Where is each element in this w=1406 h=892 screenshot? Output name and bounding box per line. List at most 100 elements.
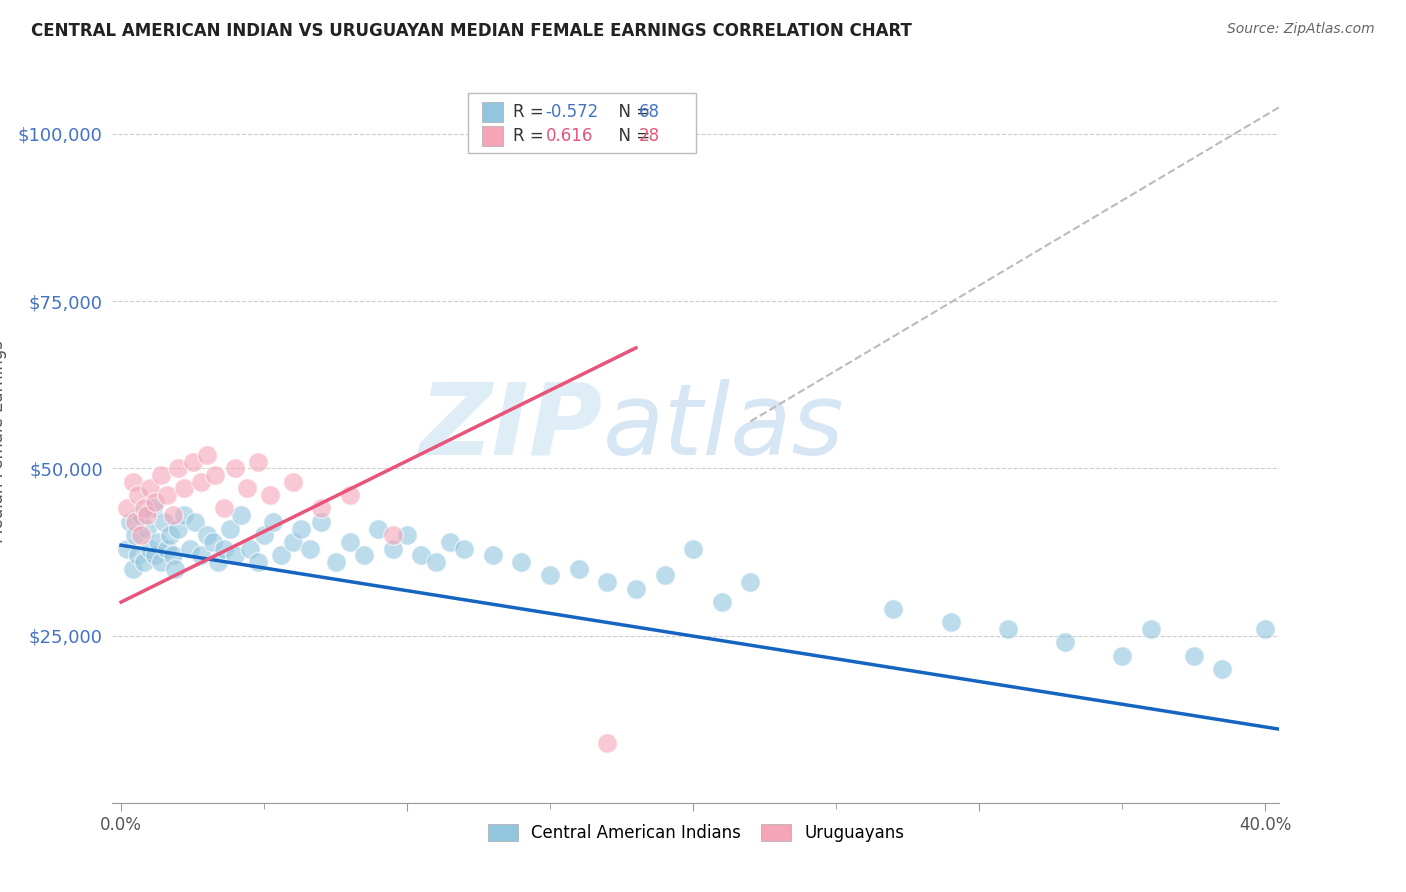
Point: [224, 548, 246, 563]
Point: [173, 508, 195, 523]
Point: [124, 528, 146, 542]
Text: N =: N =: [609, 127, 655, 145]
Point: [353, 548, 375, 563]
Point: [124, 515, 146, 529]
Point: [482, 548, 505, 563]
Point: [425, 555, 447, 569]
Text: 68: 68: [638, 103, 659, 121]
Point: [270, 548, 292, 563]
Point: [184, 515, 207, 529]
Point: [181, 454, 204, 469]
Point: [568, 562, 591, 576]
Point: [682, 541, 704, 556]
Point: [190, 475, 212, 489]
Point: [201, 534, 224, 549]
Point: [150, 467, 173, 482]
Legend: Central American Indians, Uruguayans: Central American Indians, Uruguayans: [481, 817, 911, 848]
Point: [165, 562, 187, 576]
Bar: [482, 102, 503, 122]
Text: CENTRAL AMERICAN INDIAN VS URUGUAYAN MEDIAN FEMALE EARNINGS CORRELATION CHART: CENTRAL AMERICAN INDIAN VS URUGUAYAN MED…: [31, 22, 912, 40]
Point: [1053, 635, 1076, 649]
Point: [396, 528, 419, 542]
Point: [195, 528, 218, 542]
Point: [596, 735, 619, 749]
Point: [150, 555, 173, 569]
Point: [1111, 648, 1133, 663]
Point: [115, 541, 138, 556]
Point: [156, 541, 179, 556]
Point: [212, 541, 235, 556]
Text: R =: R =: [513, 127, 554, 145]
Point: [135, 521, 157, 535]
Point: [259, 488, 281, 502]
Point: [247, 454, 270, 469]
Point: [298, 541, 321, 556]
Point: [453, 541, 475, 556]
Point: [253, 528, 276, 542]
Point: [129, 528, 152, 542]
Point: [132, 501, 155, 516]
Point: [173, 482, 195, 496]
FancyBboxPatch shape: [468, 94, 696, 153]
Point: [179, 541, 201, 556]
Point: [153, 515, 176, 529]
Point: [129, 508, 152, 523]
Point: [381, 528, 404, 542]
Point: [939, 615, 962, 630]
Point: [141, 501, 163, 516]
Point: [325, 555, 347, 569]
Point: [127, 488, 149, 502]
Text: Source: ZipAtlas.com: Source: ZipAtlas.com: [1227, 22, 1375, 37]
Point: [367, 521, 389, 535]
Point: [624, 582, 647, 596]
Point: [167, 521, 190, 535]
Y-axis label: Median Female Earnings: Median Female Earnings: [0, 340, 7, 543]
Point: [138, 482, 160, 496]
Point: [997, 622, 1019, 636]
Point: [115, 501, 138, 516]
Point: [281, 534, 304, 549]
Point: [231, 508, 253, 523]
Point: [1211, 662, 1233, 676]
Point: [148, 534, 170, 549]
Point: [159, 528, 181, 542]
Point: [882, 602, 904, 616]
Point: [135, 508, 157, 523]
Point: [162, 508, 184, 523]
Point: [156, 488, 179, 502]
Text: -0.572: -0.572: [546, 103, 599, 121]
Point: [538, 568, 561, 582]
Point: [1254, 622, 1277, 636]
Point: [247, 555, 270, 569]
Point: [195, 448, 218, 462]
Point: [204, 467, 226, 482]
Point: [596, 575, 619, 590]
Point: [339, 534, 361, 549]
Point: [121, 475, 143, 489]
Bar: [482, 126, 503, 146]
Point: [145, 494, 167, 508]
Point: [339, 488, 361, 502]
Point: [654, 568, 676, 582]
Point: [118, 515, 141, 529]
Point: [281, 475, 304, 489]
Point: [212, 501, 235, 516]
Point: [127, 548, 149, 563]
Text: ZIP: ZIP: [419, 378, 603, 475]
Point: [740, 575, 762, 590]
Point: [411, 548, 433, 563]
Point: [262, 515, 284, 529]
Point: [439, 534, 461, 549]
Point: [207, 555, 229, 569]
Point: [138, 541, 160, 556]
Point: [239, 541, 262, 556]
Point: [190, 548, 212, 563]
Point: [224, 461, 246, 475]
Text: N =: N =: [609, 103, 655, 121]
Point: [1182, 648, 1205, 663]
Point: [236, 482, 259, 496]
Point: [311, 515, 333, 529]
Point: [311, 501, 333, 516]
Point: [510, 555, 533, 569]
Point: [1139, 622, 1161, 636]
